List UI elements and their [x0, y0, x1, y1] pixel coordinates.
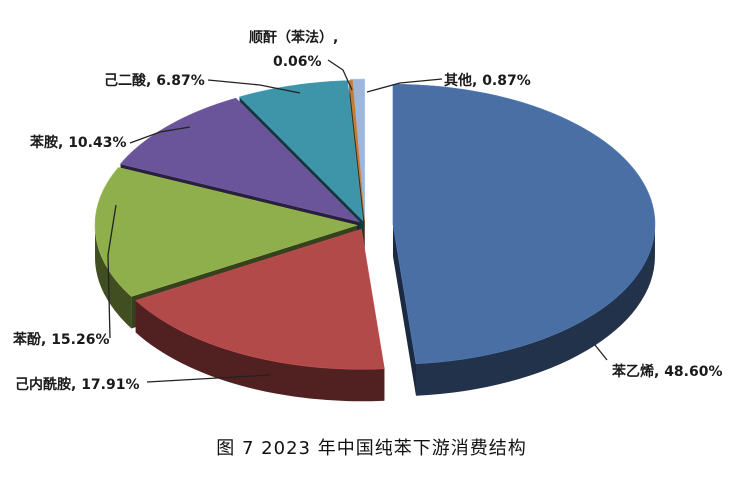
label-maleic-line1: 顺酐（苯法）, [249, 29, 338, 46]
label-aniline: 苯胺, 10.43% [29, 134, 127, 151]
pie-slice-rim-1 [135, 300, 385, 402]
pie-slice-top-1 [135, 228, 385, 370]
pie-slice-wall-0-1 [392, 224, 416, 396]
pie-slice-1 [135, 228, 385, 402]
pie-slice-top-4 [238, 80, 364, 222]
pie-labels: 苯乙烯, 48.60% 己内酰胺, 17.91% 苯酚, 15.26% 苯胺, … [12, 29, 723, 393]
leader-line-aniline [129, 126, 191, 144]
chart-caption: 图 7 2023 年中国纯苯下游消费结构 [216, 438, 527, 459]
leader-line-other [366, 78, 443, 93]
label-caprolactam: 己内酰胺, 17.91% [15, 376, 140, 393]
pie-slice-top-2 [94, 167, 359, 297]
leader-line-maleic [327, 59, 353, 91]
label-styrene: 苯乙烯, 48.60% [611, 363, 723, 380]
label-phenol: 苯酚, 15.26% [12, 331, 110, 348]
pie-slice-rim-0 [415, 224, 655, 396]
leader-line-phenol [107, 204, 117, 339]
label-adipic-acid: 己二酸, 6.87% [104, 72, 205, 89]
label-maleic-line2: 0.06% [273, 54, 322, 70]
pie-slice-top-5 [348, 80, 365, 221]
leader-line-caprolactam [146, 374, 271, 383]
leader-line-styrene [594, 344, 608, 361]
leader-line-adipic-acid [207, 79, 301, 94]
pie-slice-top-0 [392, 83, 656, 365]
pie-slice-0 [392, 83, 656, 396]
pie-slices [94, 78, 656, 402]
label-other: 其他, 0.87% [444, 72, 531, 89]
